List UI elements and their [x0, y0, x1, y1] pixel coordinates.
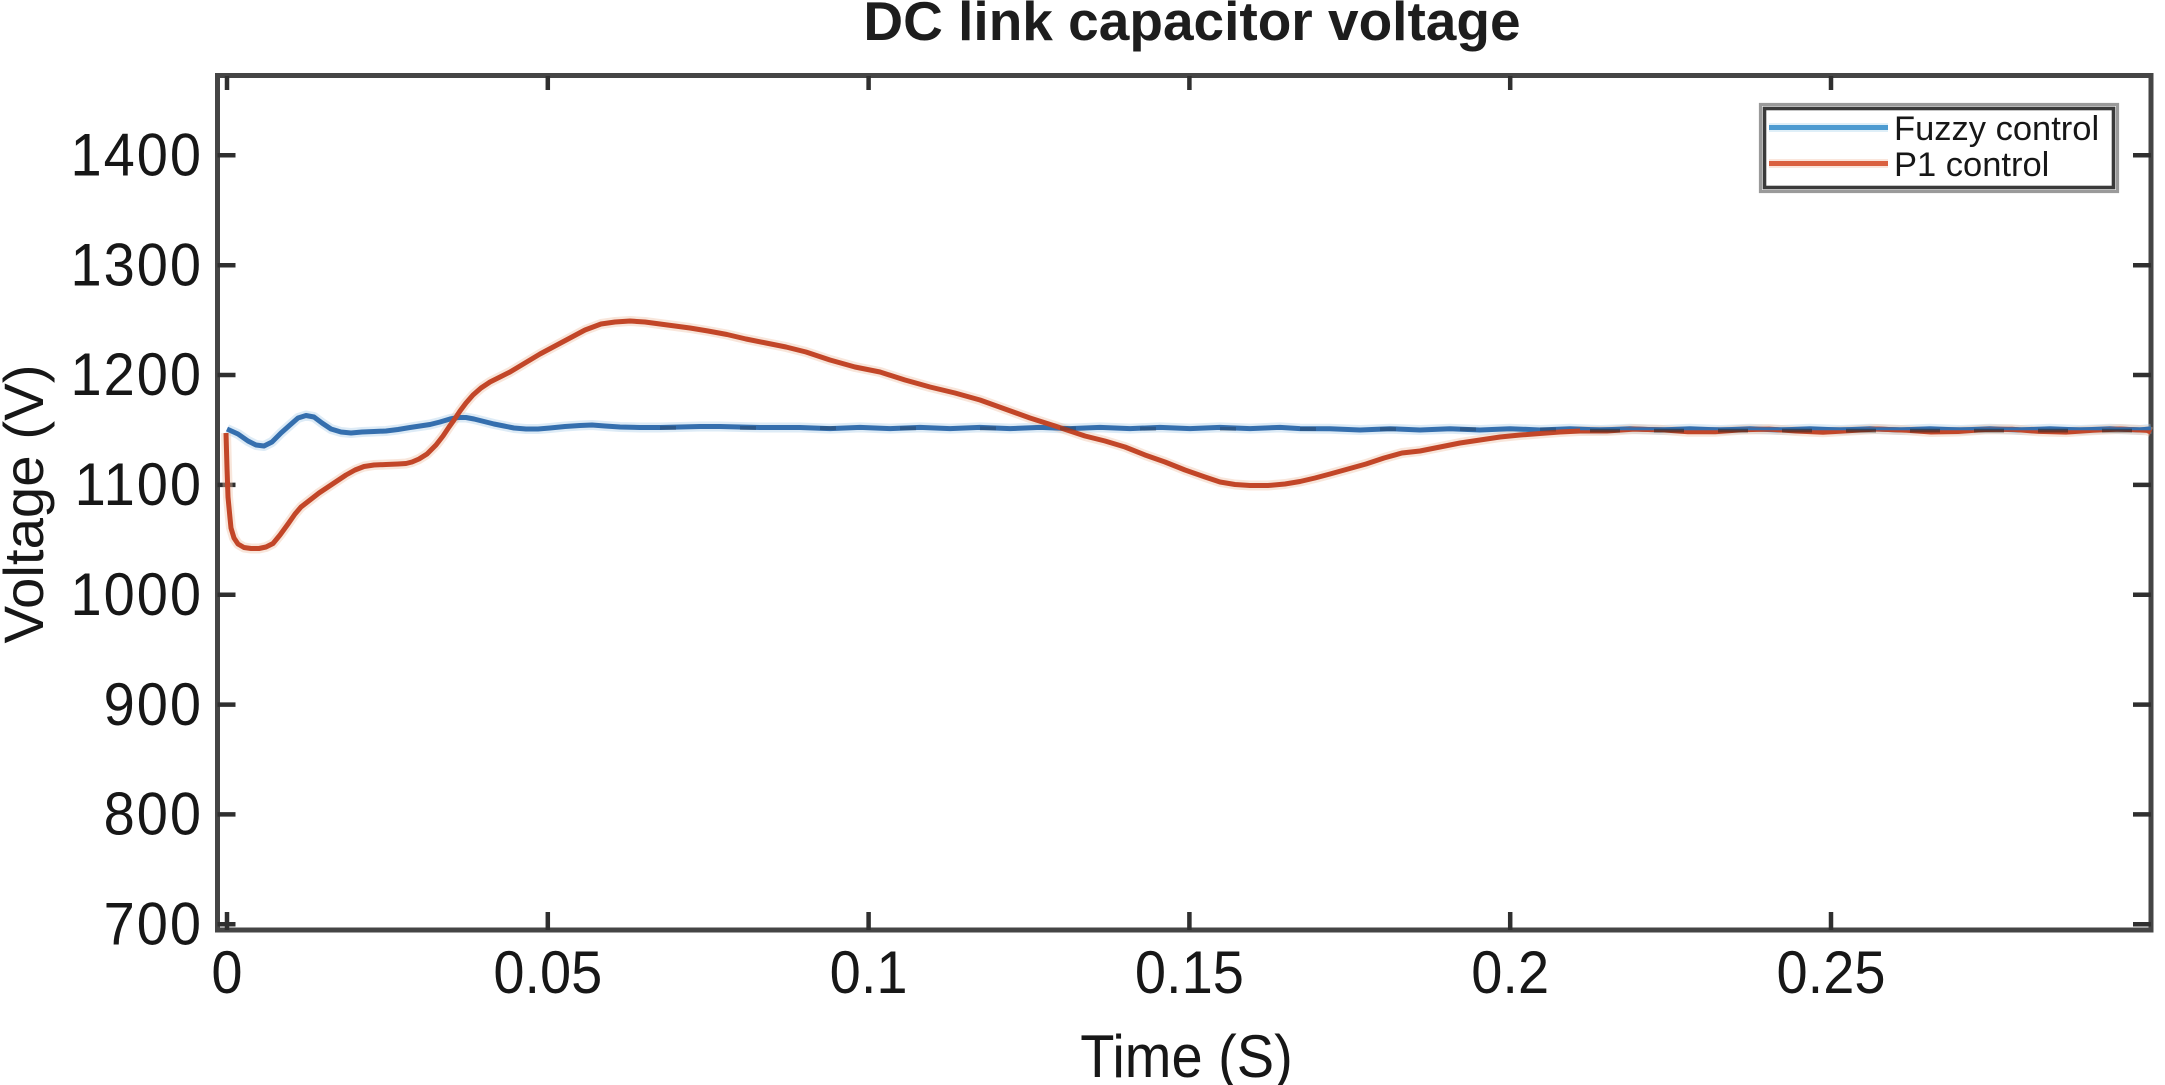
svg-text:800: 800 [104, 781, 203, 848]
svg-text:0: 0 [211, 939, 242, 1006]
svg-text:P1 control: P1 control [1894, 146, 2049, 184]
svg-text:1200: 1200 [70, 341, 203, 408]
svg-text:1300: 1300 [70, 231, 203, 298]
svg-text:0.2: 0.2 [1471, 939, 1549, 1006]
svg-text:1400: 1400 [70, 122, 203, 189]
svg-text:Voltage (V): Voltage (V) [0, 365, 55, 644]
svg-text:0.15: 0.15 [1135, 939, 1244, 1006]
svg-text:1100: 1100 [75, 451, 203, 518]
svg-text:700: 700 [104, 891, 203, 958]
svg-text:Fuzzy control: Fuzzy control [1894, 110, 2099, 148]
svg-text:1000: 1000 [70, 561, 203, 628]
svg-text:900: 900 [104, 671, 203, 738]
svg-text:DC link capacitor voltage: DC link capacitor voltage [863, 0, 1520, 52]
svg-text:0.05: 0.05 [493, 939, 602, 1006]
svg-text:0.25: 0.25 [1777, 939, 1886, 1006]
svg-text:0.1: 0.1 [830, 939, 908, 1006]
svg-text:Time (S): Time (S) [1080, 1023, 1293, 1085]
